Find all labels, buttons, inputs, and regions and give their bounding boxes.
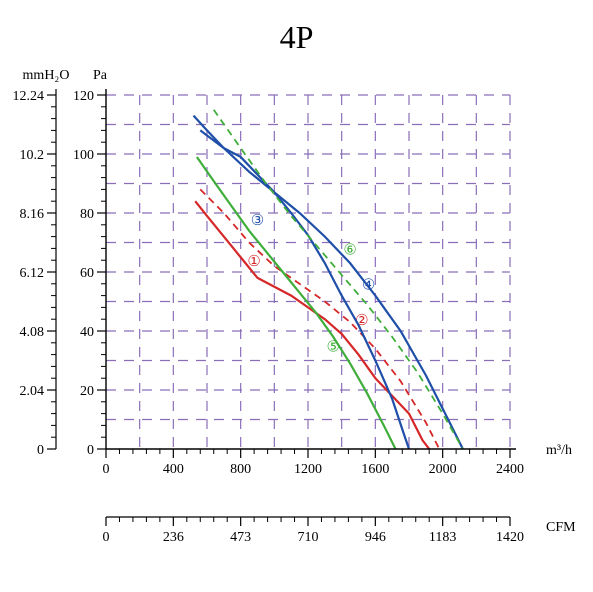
svg-text:40: 40 [80, 325, 94, 340]
svg-text:8.16: 8.16 [20, 207, 45, 222]
series-label-1: ① [247, 254, 260, 270]
svg-text:2400: 2400 [496, 462, 524, 477]
svg-text:80: 80 [80, 207, 94, 222]
svg-text:800: 800 [230, 462, 251, 477]
svg-text:2.04: 2.04 [20, 384, 45, 399]
series-label-5: ⑤ [327, 340, 340, 356]
svg-text:1200: 1200 [294, 462, 322, 477]
series-label-4: ④ [362, 278, 375, 294]
svg-text:6.12: 6.12 [20, 266, 45, 281]
series-label-3: ③ [251, 213, 264, 229]
svg-text:100: 100 [73, 148, 94, 163]
svg-text:60: 60 [80, 266, 94, 281]
svg-text:473: 473 [230, 530, 251, 545]
svg-text:12.24: 12.24 [13, 89, 45, 104]
chart-svg: 4P①②③④⑤⑥04008001200160020002400m³/h00202… [0, 0, 593, 592]
svg-text:400: 400 [163, 462, 184, 477]
series-label-6: ⑥ [343, 242, 356, 258]
svg-text:CFM: CFM [546, 520, 576, 535]
svg-text:20: 20 [80, 384, 94, 399]
svg-text:710: 710 [298, 530, 319, 545]
svg-text:236: 236 [163, 530, 184, 545]
svg-text:0: 0 [37, 443, 44, 458]
svg-text:4P: 4P [280, 19, 314, 55]
svg-text:0: 0 [87, 443, 94, 458]
svg-text:mmH₂O: mmH₂O [23, 68, 70, 83]
svg-text:2000: 2000 [429, 462, 457, 477]
svg-text:1183: 1183 [429, 530, 456, 545]
svg-text:10.2: 10.2 [20, 148, 45, 163]
svg-text:0: 0 [103, 530, 110, 545]
chart-container: { "title":"4P", "title_fontsize":32, "ca… [0, 0, 593, 592]
svg-text:4.08: 4.08 [20, 325, 45, 340]
svg-text:1420: 1420 [496, 530, 524, 545]
svg-text:120: 120 [73, 89, 94, 104]
svg-text:m³/h: m³/h [546, 443, 572, 458]
svg-text:Pa: Pa [93, 68, 108, 83]
svg-text:1600: 1600 [361, 462, 389, 477]
svg-text:946: 946 [365, 530, 386, 545]
svg-text:0: 0 [103, 462, 110, 477]
